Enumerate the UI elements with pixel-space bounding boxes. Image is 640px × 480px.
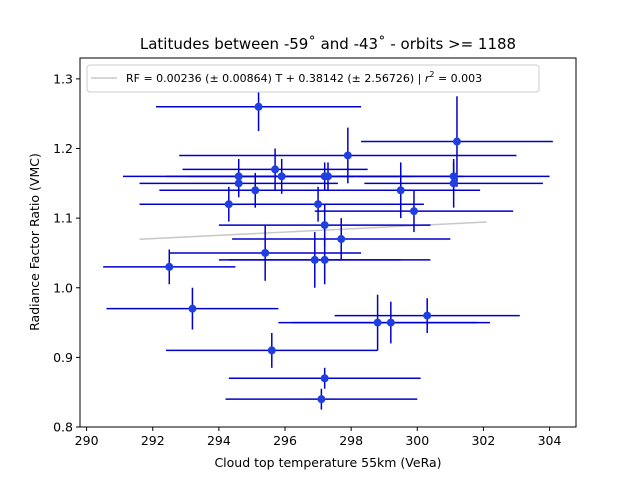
data-point	[409, 207, 418, 216]
x-tick-label: 304	[538, 433, 562, 448]
data-point	[396, 186, 405, 195]
legend: RF = 0.00236 (± 0.00864) T + 0.38142 (± …	[86, 64, 540, 93]
plot-area	[80, 58, 576, 427]
data-point	[373, 318, 382, 327]
x-tick-label: 294	[207, 433, 231, 448]
data-point	[452, 137, 461, 146]
data-point	[449, 179, 458, 188]
y-tick-label: 1.2	[53, 141, 73, 156]
data-point	[224, 200, 233, 209]
x-tick-label: 302	[471, 433, 495, 448]
legend-label-exp: 2	[429, 70, 434, 79]
data-point	[254, 102, 263, 111]
data-point	[320, 374, 329, 383]
data-point	[343, 151, 352, 160]
data-point	[165, 262, 174, 271]
data-point	[234, 179, 243, 188]
data-point	[386, 318, 395, 327]
plot-frame	[79, 57, 577, 428]
data-point	[310, 255, 319, 264]
y-tick-label: 1.1	[53, 211, 73, 226]
y-tick-label: 1.0	[53, 280, 73, 295]
y-tick-label: 1.3	[53, 71, 73, 86]
data-point	[324, 172, 332, 181]
y-tick-label: 0.9	[53, 350, 73, 365]
data-point	[277, 172, 286, 181]
x-tick-label: 298	[339, 433, 363, 448]
data-point	[320, 255, 329, 264]
data-point	[337, 235, 346, 244]
x-tick-label: 296	[273, 433, 297, 448]
chart-title: Latitudes between -59˚ and -43˚ - orbits…	[140, 35, 516, 53]
data-point	[261, 248, 270, 257]
data-point	[449, 172, 458, 181]
legend-label-r: r	[425, 72, 431, 85]
x-axis-label: Cloud top temperature 55km (VeRa)	[214, 455, 441, 470]
data-point	[188, 304, 197, 313]
data-point	[271, 165, 280, 174]
y-axis: 0.8 0.9 1.0 1.1 1.2 1.3	[53, 71, 80, 435]
legend-label-suffix: = 0.003	[434, 72, 482, 85]
data-point	[423, 311, 432, 320]
points-layer	[165, 102, 461, 404]
data-point	[267, 346, 276, 355]
data-point	[317, 395, 326, 404]
data-point	[234, 172, 243, 181]
legend-label-prefix: RF = 0.00236 (± 0.00864) T + 0.38142 (± …	[126, 72, 425, 85]
data-point	[314, 200, 323, 209]
x-axis: 290 292 294 296 298 300 302 304	[75, 427, 562, 448]
data-point	[320, 221, 329, 230]
x-tick-label: 290	[75, 433, 99, 448]
data-point	[251, 186, 260, 195]
y-tick-label: 0.8	[53, 420, 73, 435]
x-tick-label: 292	[141, 433, 165, 448]
legend-box	[86, 64, 540, 93]
x-tick-label: 300	[405, 433, 429, 448]
y-axis-label: Radiance Factor Ratio (VMC)	[27, 153, 42, 331]
legend-label: RF = 0.00236 (± 0.00864) T + 0.38142 (± …	[126, 70, 482, 85]
